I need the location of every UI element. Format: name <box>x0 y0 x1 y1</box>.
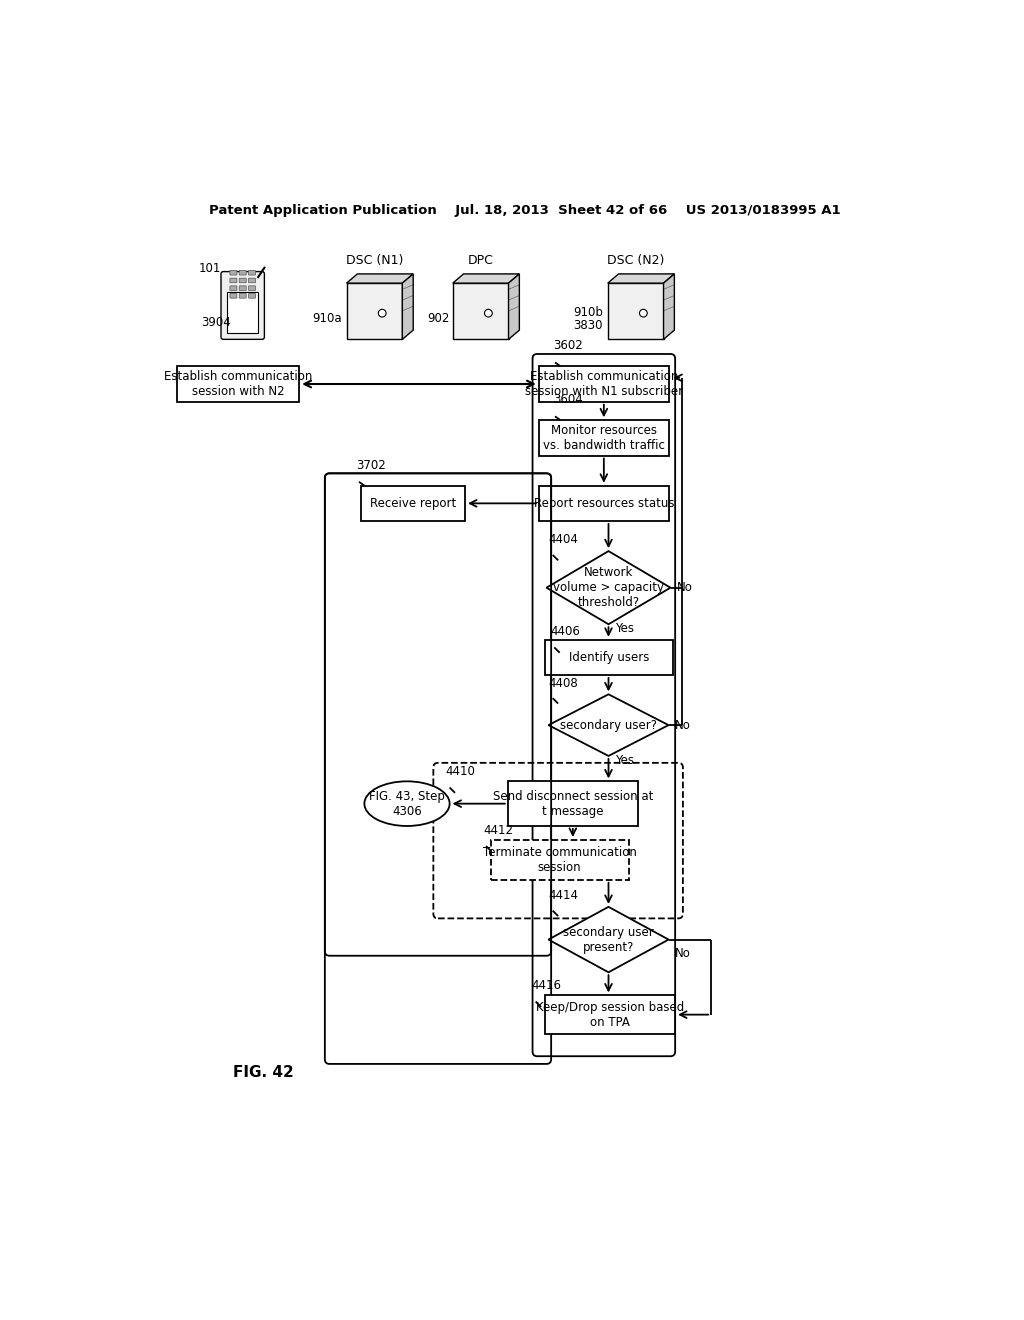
Polygon shape <box>509 275 519 339</box>
Polygon shape <box>547 552 671 624</box>
Text: No: No <box>675 718 690 731</box>
FancyBboxPatch shape <box>230 279 237 282</box>
Text: 902: 902 <box>427 312 450 325</box>
Text: DSC (N1): DSC (N1) <box>346 255 403 268</box>
Text: Send disconnect session at
t message: Send disconnect session at t message <box>493 789 653 817</box>
FancyBboxPatch shape <box>230 271 237 275</box>
Text: Report resources status: Report resources status <box>534 496 674 510</box>
Polygon shape <box>402 275 414 339</box>
Text: Monitor resources
vs. bandwidth traffic: Monitor resources vs. bandwidth traffic <box>543 424 665 451</box>
Polygon shape <box>453 275 519 284</box>
FancyBboxPatch shape <box>230 293 237 298</box>
Text: 3604: 3604 <box>553 393 583 407</box>
FancyBboxPatch shape <box>240 286 246 290</box>
Circle shape <box>484 309 493 317</box>
Text: 3702: 3702 <box>356 459 386 471</box>
FancyBboxPatch shape <box>539 367 669 401</box>
FancyBboxPatch shape <box>346 284 402 339</box>
Text: Yes: Yes <box>614 754 634 767</box>
Polygon shape <box>664 275 675 339</box>
FancyBboxPatch shape <box>539 486 669 521</box>
FancyBboxPatch shape <box>240 279 246 282</box>
Text: Keep/Drop session based
on TPA: Keep/Drop session based on TPA <box>536 1001 684 1028</box>
Text: 910a: 910a <box>312 312 342 325</box>
Polygon shape <box>607 275 675 284</box>
Text: 3830: 3830 <box>573 319 603 333</box>
Text: 4404: 4404 <box>548 533 578 546</box>
Text: Establish communication
session with N1 subscriber: Establish communication session with N1 … <box>524 370 683 399</box>
FancyBboxPatch shape <box>508 781 638 826</box>
Circle shape <box>640 309 647 317</box>
Text: Terminate communication
session: Terminate communication session <box>482 846 637 874</box>
Text: secondary user
present?: secondary user present? <box>563 925 654 953</box>
FancyBboxPatch shape <box>360 486 465 521</box>
Text: DSC (N2): DSC (N2) <box>607 255 665 268</box>
Text: 4414: 4414 <box>548 890 579 902</box>
Text: Identify users: Identify users <box>568 651 649 664</box>
FancyBboxPatch shape <box>490 840 629 880</box>
FancyBboxPatch shape <box>221 272 264 339</box>
FancyBboxPatch shape <box>249 286 255 290</box>
Circle shape <box>378 309 386 317</box>
Ellipse shape <box>365 781 450 826</box>
Text: DPC: DPC <box>468 255 494 268</box>
Text: Receive report: Receive report <box>370 496 456 510</box>
Text: 4416: 4416 <box>531 979 561 993</box>
Polygon shape <box>549 907 669 973</box>
Text: Network
volume > capacity
threshold?: Network volume > capacity threshold? <box>553 566 664 609</box>
Text: 910b: 910b <box>573 306 603 319</box>
Text: No: No <box>675 946 690 960</box>
Text: 3904: 3904 <box>202 317 231 329</box>
Text: 3602: 3602 <box>553 339 583 352</box>
FancyBboxPatch shape <box>177 367 299 401</box>
Polygon shape <box>549 694 669 756</box>
Text: 4408: 4408 <box>548 677 578 689</box>
FancyBboxPatch shape <box>249 293 255 298</box>
Text: Yes: Yes <box>614 622 634 635</box>
Text: 4406: 4406 <box>550 626 581 638</box>
Polygon shape <box>346 275 414 284</box>
Text: Establish communication
session with N2: Establish communication session with N2 <box>164 370 312 399</box>
Text: 101: 101 <box>199 261 221 275</box>
FancyBboxPatch shape <box>227 292 258 333</box>
Text: secondary user?: secondary user? <box>560 718 657 731</box>
Text: FIG. 42: FIG. 42 <box>233 1065 294 1080</box>
FancyBboxPatch shape <box>249 279 255 282</box>
FancyBboxPatch shape <box>545 640 673 675</box>
Text: No: No <box>677 581 692 594</box>
FancyBboxPatch shape <box>240 293 246 298</box>
FancyBboxPatch shape <box>230 286 237 290</box>
Text: FIG. 43, Step
4306: FIG. 43, Step 4306 <box>369 789 445 817</box>
Text: 4412: 4412 <box>483 824 513 837</box>
FancyBboxPatch shape <box>240 271 246 275</box>
FancyBboxPatch shape <box>249 271 255 275</box>
FancyBboxPatch shape <box>453 284 509 339</box>
Text: 4410: 4410 <box>445 766 475 779</box>
FancyBboxPatch shape <box>545 995 675 1034</box>
FancyBboxPatch shape <box>539 420 669 455</box>
Text: Patent Application Publication    Jul. 18, 2013  Sheet 42 of 66    US 2013/01839: Patent Application Publication Jul. 18, … <box>209 205 841 218</box>
FancyBboxPatch shape <box>607 284 664 339</box>
